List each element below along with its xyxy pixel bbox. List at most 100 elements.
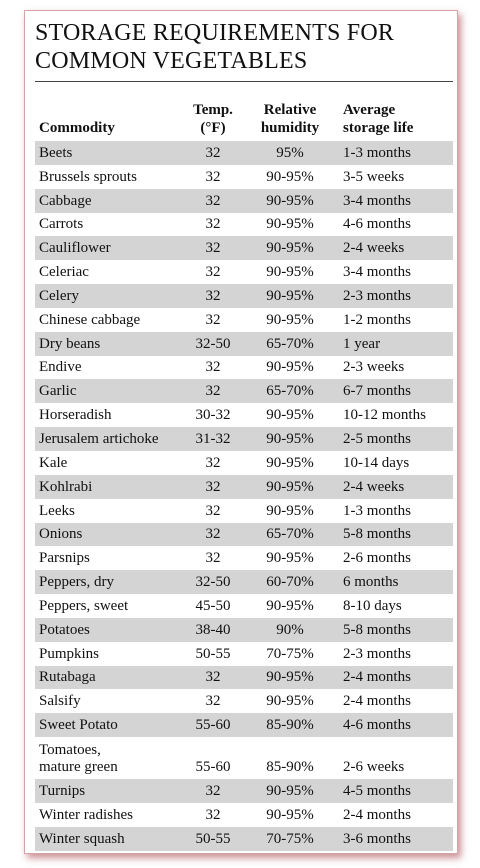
cell-temp: 45-50: [195, 597, 231, 614]
cell-temp: 32: [205, 526, 221, 543]
title-line-2: COMMON VEGETABLES: [35, 48, 308, 74]
cell-storage-life: 2-6 months: [343, 550, 411, 567]
table-row: Peppers, sweet 45-50 90-95% 8-10 days: [35, 594, 453, 618]
commodity-text: Sweet Potato: [39, 717, 118, 734]
cell-temp: 50-55: [195, 645, 231, 662]
cell-commodity: Kohlrabi: [39, 479, 92, 496]
cell-humidity: 90-95%: [266, 669, 314, 686]
commodity-text: Pumpkins: [39, 645, 100, 662]
cell-temp: 32: [205, 144, 221, 161]
cell-humidity: 65-70%: [266, 383, 314, 400]
cell-humidity: 60-70%: [266, 574, 314, 591]
commodity-text: Cabbage: [39, 192, 92, 209]
cell-storage-life: 2-4 weeks: [343, 478, 405, 495]
header-life-line-2: storage life: [343, 120, 414, 136]
table-row: Kale 32 90-95% 10-14 days: [35, 451, 453, 475]
cell-humidity: 90-95%: [266, 216, 314, 233]
cell-commodity: Onions: [39, 526, 82, 543]
cell-commodity: Dry beans: [39, 336, 100, 353]
storage-table-card: STORAGE REQUIREMENTS FOR COMMON VEGETABL…: [24, 10, 458, 854]
cell-commodity: Parsnips: [39, 550, 90, 567]
cell-humidity: 90-95%: [266, 287, 314, 304]
cell-commodity: Kale: [39, 455, 67, 472]
cell-humidity: 70-75%: [266, 645, 314, 662]
cell-temp: 32: [205, 669, 221, 686]
cell-temp: 32: [205, 454, 221, 471]
cell-commodity: Garlic: [39, 383, 76, 400]
commodity-text: Kale: [39, 454, 68, 471]
cell-storage-life: 2-6 weeks: [343, 759, 405, 776]
cell-temp: 32-50: [195, 574, 231, 591]
table-row: Potatoes 38-40 90% 5-8 months: [35, 617, 453, 642]
cell-commodity: Leeks: [39, 503, 75, 520]
cell-temp: 55-60: [195, 759, 231, 776]
cell-storage-life: 5-8 months: [343, 526, 411, 543]
title-divider: [35, 81, 453, 82]
cell-commodity: Peppers, sweet: [39, 598, 128, 615]
cell-humidity: 90-95%: [266, 359, 314, 376]
header-life-line-1: Average: [343, 102, 396, 118]
table-row: Turnips 32 90-95% 4-5 months: [35, 779, 453, 803]
cell-humidity: 85-90%: [266, 759, 314, 776]
cell-humidity: 90-95%: [266, 264, 314, 281]
cell-storage-life: 10-12 months: [343, 407, 426, 424]
table-row: Rutabaga 32 90-95% 2-4 months: [35, 665, 453, 690]
cell-storage-life: 2-4 weeks: [343, 240, 405, 257]
cell-humidity: 90-95%: [266, 693, 314, 710]
cell-commodity: Pumpkins: [39, 646, 99, 663]
cell-temp: 32: [205, 383, 221, 400]
commodity-text: Tomatoes,: [39, 742, 101, 759]
cell-temp: 31-32: [195, 430, 231, 447]
cell-commodity: Peppers, dry: [39, 574, 114, 591]
commodity-text: Winter radishes: [39, 806, 133, 823]
cell-humidity: 90-95%: [266, 192, 314, 209]
commodity-text-line-2: mature green: [39, 759, 118, 776]
cell-temp: 32: [205, 359, 221, 376]
table-row: Leeks 32 90-95% 1-3 months: [35, 499, 453, 523]
header-temp-line-1: Temp.: [193, 102, 233, 118]
cell-storage-life: 2-3 months: [343, 645, 411, 662]
cell-temp: 32: [205, 192, 221, 209]
cell-temp: 32: [205, 216, 221, 233]
table-row: Celery 32 90-95% 2-3 months: [35, 284, 453, 308]
commodity-text: Carrots: [39, 216, 84, 233]
cell-humidity: 90-95%: [266, 240, 314, 257]
commodity-text: Leeks: [39, 502, 75, 519]
header-temp: Temp. (°F): [183, 101, 243, 137]
cell-commodity: Cauliflower: [39, 240, 111, 257]
cell-humidity: 90-95%: [266, 502, 314, 519]
commodity-text: Turnips: [39, 782, 86, 799]
cell-storage-life: 6 months: [343, 574, 399, 591]
cell-commodity: Horseradish: [39, 407, 111, 424]
cell-temp: 32: [205, 311, 221, 328]
table-row: Winter radishes 32 90-95% 2-4 months: [35, 803, 453, 827]
cell-temp: 32: [205, 502, 221, 519]
cell-commodity: Rutabaga: [39, 669, 96, 686]
table-body: Beets 32 95% 1-3 months Brussels sprouts 32 90…: [35, 141, 453, 851]
cell-temp: 32: [205, 168, 221, 185]
table-row: Endive 32 90-95% 2-3 weeks: [35, 356, 453, 380]
header-humidity-line-2: humidity: [260, 120, 320, 136]
table-row: Chinese cabbage 32 90-95% 1-2 months: [35, 308, 453, 332]
commodity-text: Beets: [39, 144, 73, 161]
cell-storage-life: 3-4 months: [343, 264, 411, 281]
cell-storage-life: 1-3 months: [343, 144, 411, 161]
table-row: Horseradish 30-32 90-95% 10-12 months: [35, 403, 453, 427]
table-row: Salsify 32 90-95% 2-4 months: [35, 689, 453, 713]
cell-temp: 32: [205, 693, 221, 710]
commodity-text: Winter squash: [39, 830, 125, 847]
cell-storage-life: 3-5 weeks: [343, 168, 405, 185]
cell-storage-life: 5-8 months: [343, 621, 411, 638]
commodity-text: Jerusalem artichoke: [39, 430, 159, 447]
cell-storage-life: 1-3 months: [343, 502, 411, 519]
commodity-text: Peppers, sweet: [39, 597, 129, 614]
table-row: Brussels sprouts 32 90-95% 3-5 weeks: [35, 165, 453, 189]
cell-storage-life: 2-3 weeks: [343, 359, 405, 376]
commodity-text: Horseradish: [39, 407, 112, 424]
cell-humidity: 65-70%: [266, 526, 314, 543]
cell-humidity: 70-75%: [266, 830, 314, 847]
commodity-text: Brussels sprouts: [39, 168, 137, 185]
commodity-text: Dry beans: [39, 335, 101, 352]
cell-storage-life: 10-14 days: [343, 454, 410, 471]
cell-temp: 38-40: [195, 621, 231, 638]
